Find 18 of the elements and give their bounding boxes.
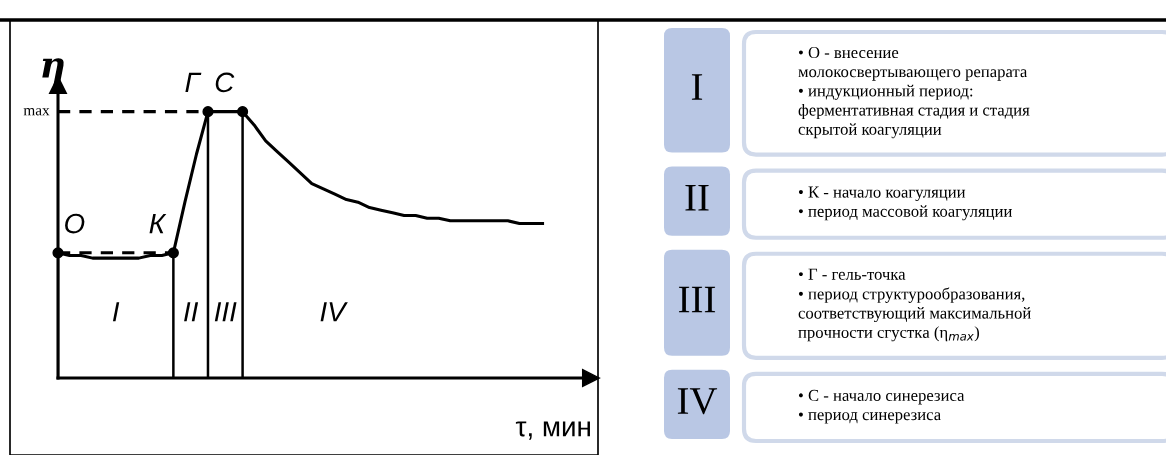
category-label: I [691, 74, 703, 100]
text: • К - начало коагуляции • период массовой коагуляции [798, 186, 1012, 221]
text: • Г - гель-точка • период структурообразования, соответствующий максимальной прочности сгустка (η$_{max}$) [798, 268, 1031, 342]
annotation: С [215, 72, 235, 93]
annotation: I [112, 302, 120, 322]
annotation: II [184, 302, 199, 322]
annotation: IV [320, 302, 348, 322]
text: max [23, 108, 50, 116]
category-label: II [685, 185, 709, 211]
annotation: О [65, 213, 85, 234]
text: • О - внесение молокосвертывающего репарата • индукционный период: ферментативная стадия и стадия скрытой коагуляции [798, 46, 1030, 139]
annotation: III [214, 302, 237, 322]
text: • С - начало синерезиса • период синерезиса [798, 389, 965, 424]
category-label: III [678, 286, 716, 313]
annotation: Г [185, 72, 202, 92]
x-axis-title: τ, мин [515, 421, 590, 440]
annotation: К [149, 214, 167, 234]
category-label: IV [677, 388, 718, 415]
